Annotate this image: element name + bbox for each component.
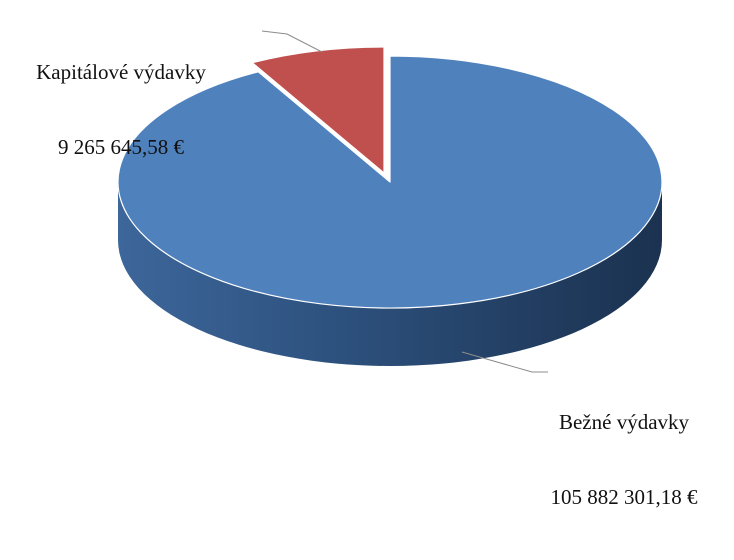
slice-label-bezne-name: Bežné výdavky bbox=[558, 410, 690, 434]
leader-line-bezne bbox=[461, 351, 548, 373]
pie-chart-svg bbox=[117, 30, 663, 373]
slice-label-kapitalove: Kapitálové výdavky 9 265 645,58 € bbox=[10, 10, 232, 210]
pie-slice-kapitalove bbox=[251, 46, 385, 174]
slice-label-kapitalove-value: 9 265 645,58 € bbox=[58, 135, 184, 159]
slice-label-bezne-value: 105 882 301,18 € bbox=[550, 485, 698, 509]
slice-label-kapitalove-name: Kapitálové výdavky bbox=[36, 60, 206, 84]
slice-label-bezne: Bežné výdavky 105 882 301,18 € bbox=[520, 360, 728, 560]
leader-line-kapitalove bbox=[261, 30, 323, 53]
pie-slice-bezne-side bbox=[118, 182, 662, 366]
pie-slice-bezne bbox=[117, 55, 663, 309]
